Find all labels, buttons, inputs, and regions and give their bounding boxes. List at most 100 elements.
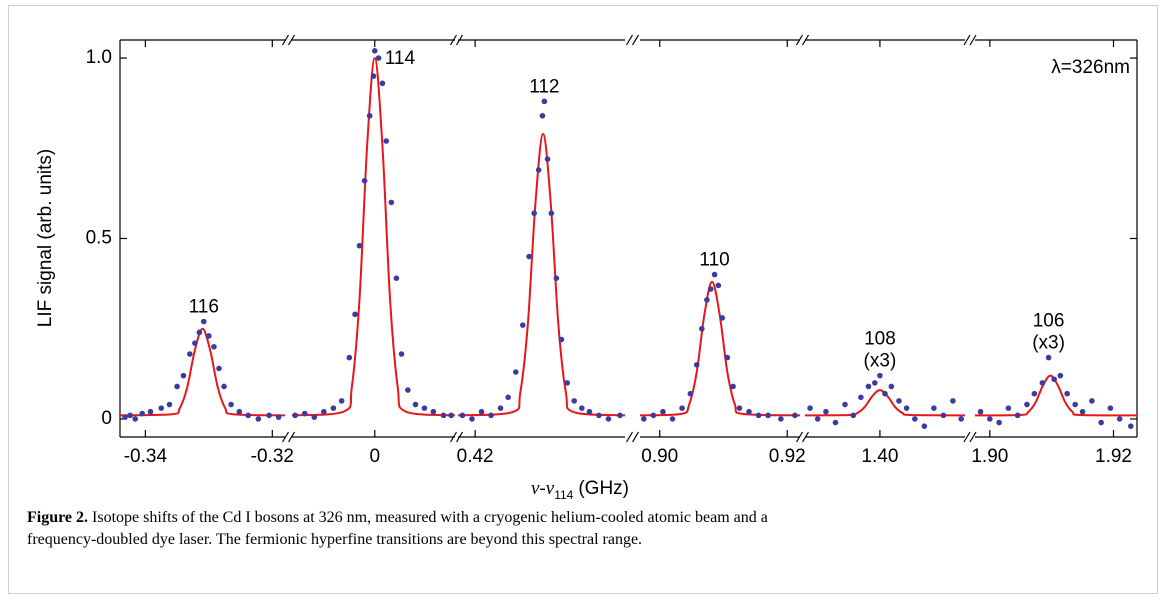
y-tick-label: 0.5: [86, 228, 112, 249]
axis-break: [625, 431, 634, 443]
data-point: [356, 242, 363, 249]
data-point: [832, 419, 839, 426]
data-point: [1014, 412, 1021, 419]
peak-label: 116: [189, 297, 219, 318]
data-point: [877, 372, 883, 379]
data-point: [1057, 372, 1064, 379]
data-point: [398, 351, 405, 357]
data-point: [421, 405, 428, 411]
data-point: [778, 416, 784, 422]
axis-break: [287, 34, 296, 46]
x-tick-label: 0.42: [457, 446, 494, 467]
data-point: [370, 73, 377, 79]
data-point: [858, 394, 864, 401]
data-point: [430, 408, 437, 415]
data-point: [921, 423, 928, 429]
data-point: [275, 414, 282, 420]
data-point: [882, 390, 888, 397]
data-point: [807, 405, 813, 411]
data-point: [338, 398, 345, 404]
data-point: [699, 325, 705, 332]
axis-break: [801, 34, 810, 46]
data-point: [865, 383, 872, 390]
data-point: [704, 297, 710, 303]
data-point: [375, 55, 382, 61]
data-point: [266, 412, 272, 419]
figure-frame: [8, 5, 1158, 594]
axis-break: [449, 431, 458, 443]
data-point: [605, 416, 612, 422]
axis-break: [287, 431, 296, 443]
data-point: [147, 408, 154, 415]
data-point: [931, 405, 937, 411]
data-point: [996, 419, 1002, 426]
data-point: [579, 405, 585, 411]
data-point: [174, 383, 180, 390]
caption-line: frequency-doubled dye laser. The fermion…: [27, 531, 643, 548]
data-point: [519, 322, 526, 328]
axis-break: [969, 34, 977, 46]
data-point: [987, 416, 993, 422]
data-point: [512, 369, 519, 375]
peak-label: (x3): [864, 351, 897, 372]
data-point: [940, 412, 947, 419]
data-point: [1098, 419, 1104, 426]
data-point: [650, 412, 657, 419]
data-point: [255, 416, 262, 422]
data-point: [872, 380, 878, 386]
data-point: [541, 98, 548, 105]
axis-break: [795, 431, 804, 443]
data-point: [531, 210, 537, 217]
fit-curve: [291, 57, 456, 417]
caption-label: Figure 2.: [27, 509, 89, 526]
data-point: [1024, 401, 1030, 408]
data-point: [571, 398, 578, 404]
data-point: [166, 401, 173, 408]
data-point: [221, 383, 227, 390]
data-point: [393, 275, 400, 282]
x-tick-label: 0.92: [769, 446, 806, 467]
data-point: [200, 318, 207, 325]
x-tick-label: -0.32: [251, 446, 294, 467]
data-point: [311, 414, 318, 420]
data-point: [505, 394, 511, 401]
x-label-unit: (GHz): [578, 478, 629, 499]
data-point: [139, 410, 146, 417]
data-point: [660, 408, 666, 415]
data-point: [912, 416, 918, 422]
fit-curve: [457, 132, 626, 417]
axis-break: [631, 34, 640, 46]
data-point: [292, 412, 298, 419]
data-point: [736, 405, 743, 411]
peak-label: 114: [385, 48, 416, 69]
data-point: [1107, 405, 1114, 411]
data-point: [888, 383, 895, 390]
data-point: [379, 80, 386, 87]
data-point: [388, 199, 395, 206]
x-tick-label: -0.34: [124, 446, 168, 467]
caption-line: Isotope shifts of the Cd I bosons at 326…: [92, 509, 768, 526]
axis-break: [455, 431, 464, 443]
data-point: [1128, 423, 1134, 429]
axis-break: [631, 431, 640, 443]
data-point: [236, 408, 243, 415]
axis-break: [963, 431, 971, 443]
data-point: [228, 401, 234, 408]
data-point: [679, 405, 685, 411]
data-point: [903, 405, 910, 411]
data-point: [526, 253, 532, 260]
data-point: [539, 112, 546, 119]
data-point: [122, 414, 128, 420]
data-point: [977, 408, 984, 415]
x-tick-label: 0.90: [641, 446, 678, 467]
data-point: [478, 408, 485, 415]
x-label-sub: 114: [554, 488, 573, 500]
x-tick-label: 0: [369, 446, 380, 467]
data-point: [1039, 380, 1046, 386]
data-point: [440, 412, 447, 419]
data-point: [469, 416, 475, 422]
data-point: [535, 167, 542, 173]
x-axis-label: ν-ν114 (GHz): [531, 478, 629, 500]
data-point: [448, 412, 454, 419]
data-point: [711, 271, 718, 278]
